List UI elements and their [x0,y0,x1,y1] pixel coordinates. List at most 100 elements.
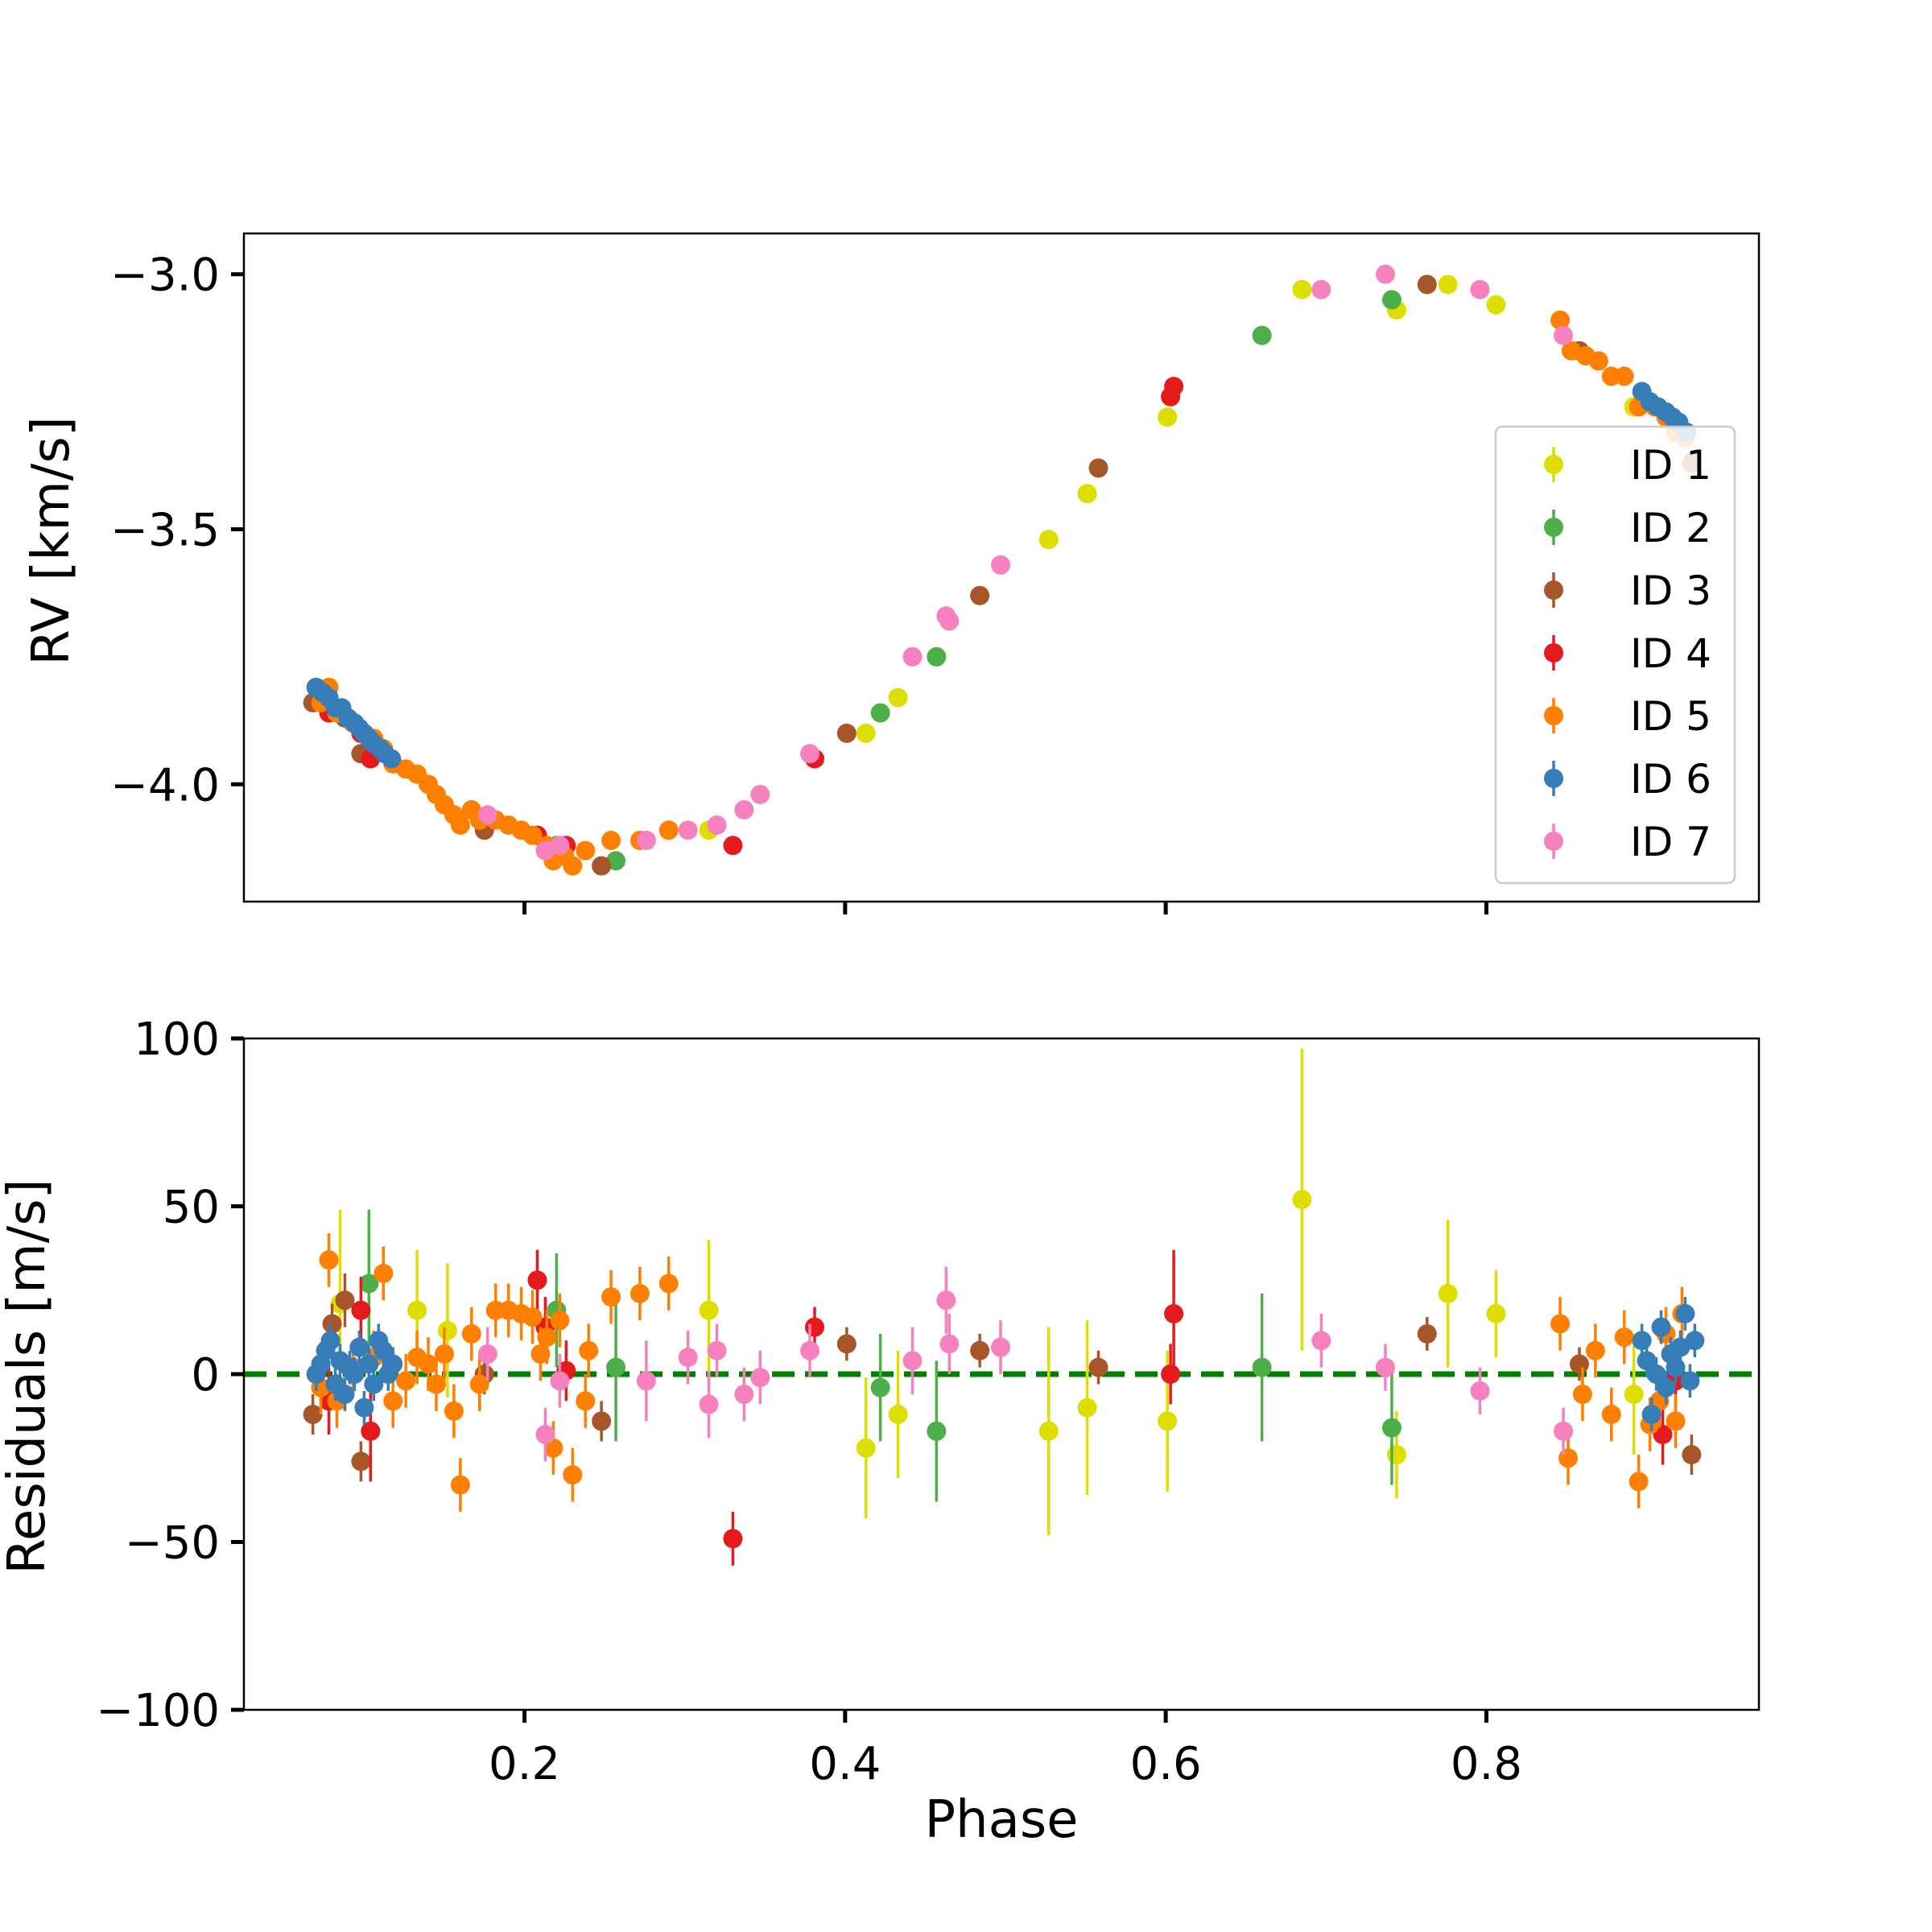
residual-point [303,1405,323,1425]
rv-data [303,264,1702,876]
legend-label: ID 6 [1630,756,1711,803]
rv-point [1292,279,1312,299]
rv-point [1077,484,1097,504]
residual-point [349,1337,369,1357]
rv-point [1381,290,1402,310]
residual-point [434,1344,454,1364]
rv-point [1417,275,1437,295]
rv-point [927,646,947,667]
legend-label: ID 5 [1630,693,1711,740]
residual-point [563,1465,583,1485]
residual-xtick-label: 0.4 [809,1738,881,1790]
rv-point [1614,366,1634,386]
residual-point [836,1334,857,1354]
rv-point [1311,279,1331,299]
rv-axes-frame [242,232,1761,903]
residual-point [1311,1331,1331,1351]
residual-point [1554,1421,1574,1441]
residual-point [444,1401,464,1421]
residual-point [383,1354,403,1374]
residual-point [335,1290,355,1311]
residual-point [351,1300,371,1320]
rv-point [836,723,857,743]
residual-point [1158,1411,1178,1431]
residual-point [579,1340,599,1360]
rv-point [1164,377,1184,397]
residual-point [1164,1303,1184,1323]
residual-data [303,1048,1705,1566]
residual-series-3 [303,1273,1702,1482]
rv-series-6 [306,382,1697,769]
legend-marker [1544,769,1563,788]
legend-marker [1544,643,1563,663]
rv-point [856,723,876,743]
residual-point [1585,1340,1605,1360]
residual-point [1088,1357,1108,1377]
rv-point [658,820,679,840]
legend-marker [1544,455,1563,474]
residual-point [537,1327,557,1348]
residual-point [1601,1405,1621,1425]
residual-point [658,1274,679,1294]
rv-ylabel: RV [km/s] [22,416,81,665]
residual-point [902,1351,923,1371]
rv-point [576,840,596,861]
residual-point [1292,1190,1312,1210]
residual-point [1680,1371,1700,1391]
residual-point [1651,1317,1671,1337]
residual-ytick-label: −100 [96,1685,220,1737]
residual-point [1381,1418,1402,1438]
legend-marker [1544,706,1563,725]
residual-point [1641,1405,1662,1425]
residual-point [1629,1472,1649,1492]
residual-point [991,1337,1011,1357]
rv-point [522,825,543,845]
rv-series-1 [699,275,1644,840]
residual-series-1 [330,1048,1644,1536]
residual-point [354,1397,374,1418]
rv-point [1375,264,1395,284]
rv-point [1588,351,1608,371]
rv-point [1088,458,1108,478]
residual-point [1375,1357,1395,1377]
phase-xlabel: Phase [924,1790,1078,1850]
rv-point [1252,325,1272,345]
rv-point [477,805,497,825]
legend-marker [1544,832,1563,851]
rv-series-7 [477,264,1574,861]
rv-point [601,830,621,850]
residual-point [461,1323,481,1344]
residual-point [450,1475,470,1495]
residual-point [699,1394,719,1414]
residual-point [383,1391,403,1411]
rv-point [734,799,754,819]
residual-point [1438,1283,1458,1303]
residual-point [1637,1351,1657,1371]
residual-point [1675,1303,1695,1323]
residuals-panel: 0.2 0.4 0.6 0.8 100 50 0 −50 −100 [96,1013,1761,1790]
residual-point [734,1385,754,1405]
residual-point [345,1364,365,1384]
residual-point [1486,1303,1506,1323]
residual-point [888,1405,908,1425]
rv-point [1038,530,1059,550]
residual-point [1077,1397,1097,1418]
residual-point [469,1374,489,1394]
legend-label: ID 2 [1630,505,1711,551]
rv-point [970,585,990,605]
rv-panel: −3.0 −3.5 −4.0 ID 1 ID 2 ID 3 ID 4 ID 5 ID 6 ID 7 [110,232,1761,914]
rv-point [723,836,743,856]
rv-point [592,856,612,876]
residual-point [601,1287,621,1307]
residual-point [723,1529,743,1549]
residual-point [359,1274,379,1294]
legend-label: ID 3 [1630,568,1711,614]
legend-marker [1544,518,1563,537]
rv-point [888,687,908,708]
residual-xtick-label: 0.6 [1130,1738,1202,1790]
residual-series-6 [306,1297,1705,1431]
residual-point [364,1374,384,1394]
residual-point [856,1438,876,1458]
residual-point [870,1377,890,1397]
residual-point [477,1344,497,1364]
